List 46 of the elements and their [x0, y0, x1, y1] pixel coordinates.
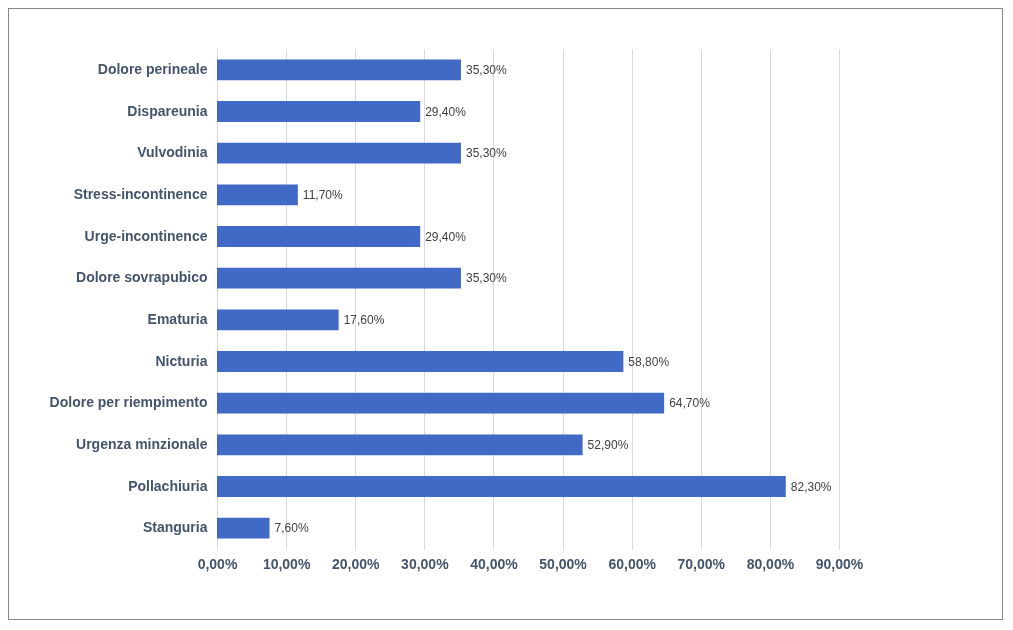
data-label: 64,70% — [669, 396, 711, 411]
bar — [217, 184, 298, 206]
x-tick-label: 20,00% — [331, 555, 381, 572]
y-tick-label: Vulvodinia — [137, 144, 208, 161]
x-tick-label: 10,00% — [262, 555, 311, 572]
y-tick-label: Pollachiuria — [128, 477, 208, 494]
x-tick-label: 40,00% — [470, 555, 519, 572]
bar — [217, 101, 421, 122]
data-label: 29,40% — [425, 104, 467, 119]
y-tick-label: Urge-incontinence — [84, 227, 208, 244]
y-tick-label: Ematuria — [147, 310, 208, 327]
data-label: 17,60% — [343, 312, 385, 327]
y-tick-label: Dolore per riempimento — [49, 394, 208, 411]
bar — [217, 142, 461, 164]
data-label: 7,60% — [274, 521, 309, 536]
x-tick-label: 0,00% — [197, 555, 238, 572]
x-tick-label: 30,00% — [401, 555, 450, 572]
data-label: 35,30% — [465, 271, 507, 286]
y-tick-label: Dolore sovrapubico — [76, 269, 208, 286]
x-tick-label: 50,00% — [539, 555, 588, 572]
data-label: 35,30% — [465, 146, 507, 161]
x-tick-label: 60,00% — [608, 555, 657, 572]
y-tick-label: Dispareunia — [127, 102, 208, 119]
x-tick-label: 90,00% — [815, 555, 864, 572]
bar — [217, 517, 270, 539]
bar — [217, 59, 461, 81]
y-tick-label: Stress-incontinence — [73, 185, 208, 202]
y-tick-label: Nicturia — [155, 352, 208, 369]
bar — [217, 476, 786, 497]
bar — [217, 392, 665, 414]
bar — [217, 351, 624, 372]
bar — [217, 434, 583, 456]
y-tick-label: Stanguria — [142, 519, 208, 536]
data-label: 11,70% — [302, 187, 343, 202]
data-label: 29,40% — [425, 229, 467, 244]
data-label: 58,80% — [628, 354, 670, 369]
x-tick-label: 70,00% — [677, 555, 726, 572]
y-tick-label: Urgenza minzionale — [76, 435, 208, 452]
data-label: 35,30% — [465, 62, 507, 77]
x-tick-label: 80,00% — [746, 555, 795, 572]
y-tick-label: Dolore perineale — [97, 60, 208, 77]
data-label: 82,30% — [790, 479, 832, 494]
bar — [217, 267, 461, 289]
bar — [217, 309, 339, 331]
data-label: 52,90% — [587, 437, 629, 452]
bar — [217, 226, 421, 247]
